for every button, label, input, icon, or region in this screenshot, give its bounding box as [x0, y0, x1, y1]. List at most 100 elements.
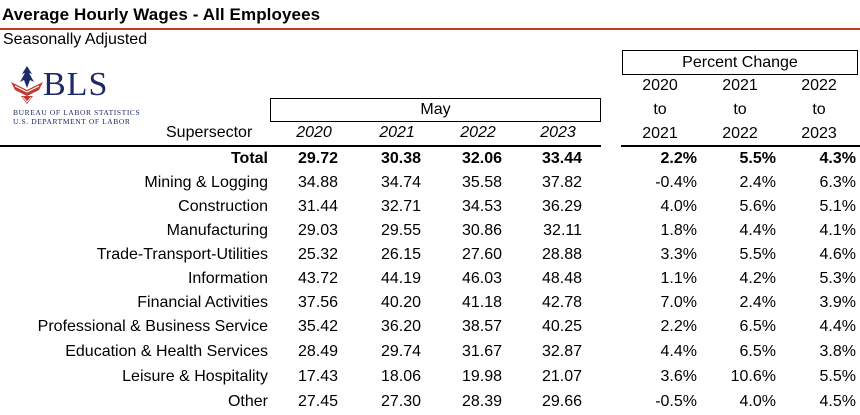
pct-2021-2022: 5.5% — [739, 150, 776, 167]
value-2022: 41.18 — [461, 294, 502, 311]
pct-col1-to: 2021 — [642, 125, 678, 142]
value-2020: 37.56 — [297, 294, 338, 311]
logo-wordmark: BLS — [43, 66, 109, 103]
value-2021: 30.38 — [380, 150, 421, 167]
pct-2020-2021: 1.1% — [660, 270, 697, 287]
pct-2021-2022: 10.6% — [730, 368, 776, 385]
row-label: Construction — [178, 198, 268, 215]
table-row-total: Total 29.72 30.38 32.06 33.44 2.2% 5.5% … — [0, 147, 860, 171]
value-2023: 37.82 — [541, 174, 582, 191]
value-2020: 29.03 — [297, 222, 338, 239]
row-label: Trade-Transport-Utilities — [96, 246, 268, 263]
table-row: Trade-Transport-Utilities 25.32 26.15 27… — [0, 243, 860, 267]
page-title: Average Hourly Wages - All Employees — [2, 5, 321, 24]
pct-2021-2022: 4.2% — [739, 270, 776, 287]
pct-2020-2021: 1.8% — [660, 222, 697, 239]
pct-2020-2021: -0.4% — [655, 174, 697, 191]
pct-2022-2023: 6.3% — [819, 174, 856, 191]
pct-2020-2021: 7.0% — [660, 294, 697, 311]
value-2020: 28.49 — [297, 343, 338, 360]
pct-2022-2023: 4.1% — [819, 222, 856, 239]
value-2023: 29.66 — [541, 393, 582, 410]
title-underline — [0, 28, 860, 30]
value-2021: 32.71 — [380, 198, 421, 215]
value-2023: 28.88 — [541, 246, 582, 263]
value-2020: 17.43 — [297, 368, 338, 385]
pct-2021-2022: 4.4% — [739, 222, 776, 239]
pct-2021-2022: 2.4% — [739, 294, 776, 311]
row-label: Professional & Business Service — [37, 318, 268, 335]
value-2022: 27.60 — [461, 246, 502, 263]
pct-2020-2021: 3.6% — [660, 368, 697, 385]
pct-2021-2022: 2.4% — [739, 174, 776, 191]
pct-col2-from: 2021 — [722, 77, 758, 94]
table-row: Other 27.45 27.30 28.39 29.66 -0.5% 4.0%… — [0, 390, 860, 414]
pct-col3-to: 2023 — [801, 125, 837, 142]
logo-subtitle-department: U.S. DEPARTMENT OF LABOR — [13, 117, 131, 126]
may-header: May — [270, 98, 601, 122]
value-2020: 34.88 — [297, 174, 338, 191]
table-row: Mining & Logging 34.88 34.74 35.58 37.82… — [0, 171, 860, 195]
value-2023: 42.78 — [541, 294, 582, 311]
row-label: Mining & Logging — [144, 174, 268, 191]
value-2020: 25.32 — [297, 246, 338, 263]
value-2021: 26.15 — [380, 246, 421, 263]
pct-2020-2021: 2.2% — [660, 318, 697, 335]
pct-col2-to: 2022 — [722, 125, 758, 142]
value-2022: 19.98 — [461, 368, 502, 385]
value-2020: 31.44 — [297, 198, 338, 215]
pct-2020-2021: -0.5% — [655, 393, 697, 410]
value-2023: 32.87 — [541, 343, 582, 360]
value-2023: 36.29 — [541, 198, 582, 215]
value-2021: 44.19 — [380, 270, 421, 287]
percent-change-header: Percent Change — [622, 50, 858, 75]
pct-2022-2023: 4.3% — [819, 150, 856, 167]
value-2020: 35.42 — [297, 318, 338, 335]
value-2021: 18.06 — [380, 368, 421, 385]
table-row: Education & Health Services 28.49 29.74 … — [0, 340, 860, 364]
pct-2021-2022: 6.5% — [739, 343, 776, 360]
row-label: Information — [187, 270, 268, 287]
value-2023: 40.25 — [541, 318, 582, 335]
bls-logo: BLS BUREAU OF LABOR STATISTICS U.S. DEPA… — [5, 64, 140, 126]
pct-2022-2023: 3.9% — [819, 294, 856, 311]
pct-2021-2022: 6.5% — [739, 318, 776, 335]
subtitle: Seasonally Adjusted — [3, 31, 148, 48]
row-label: Education & Health Services — [65, 343, 268, 360]
table-row: Professional & Business Service 35.42 36… — [0, 315, 860, 339]
value-2022: 28.39 — [461, 393, 502, 410]
pct-2022-2023: 4.5% — [819, 393, 856, 410]
value-2020: 27.45 — [297, 393, 338, 410]
table-row: Information 43.72 44.19 46.03 48.48 1.1%… — [0, 267, 860, 291]
pct-2022-2023: 4.6% — [819, 246, 856, 263]
year-header-2021: 2021 — [379, 124, 415, 141]
bls-eagle-icon — [11, 66, 43, 104]
pct-2020-2021: 3.3% — [660, 246, 697, 263]
pct-2021-2022: 4.0% — [739, 393, 776, 410]
value-2023: 48.48 — [541, 270, 582, 287]
supersector-header: Supersector — [166, 124, 253, 141]
value-2021: 29.74 — [380, 343, 421, 360]
value-2023: 33.44 — [541, 150, 582, 167]
table-row: Construction 31.44 32.71 34.53 36.29 4.0… — [0, 195, 860, 219]
year-header-2023: 2023 — [540, 124, 576, 141]
value-2021: 40.20 — [380, 294, 421, 311]
pct-col1-to-word: to — [653, 101, 667, 118]
pct-2022-2023: 5.3% — [819, 270, 856, 287]
row-label: Leisure & Hospitality — [122, 368, 268, 385]
pct-2022-2023: 5.1% — [819, 198, 856, 215]
value-2020: 29.72 — [297, 150, 338, 167]
table-row: Financial Activities 37.56 40.20 41.18 4… — [0, 291, 860, 315]
value-2021: 34.74 — [380, 174, 421, 191]
pct-2022-2023: 4.4% — [819, 318, 856, 335]
row-label: Other — [227, 393, 268, 410]
value-2022: 32.06 — [461, 150, 502, 167]
value-2021: 27.30 — [380, 393, 421, 410]
table-row: Manufacturing 29.03 29.55 30.86 32.11 1.… — [0, 219, 860, 243]
pct-2020-2021: 4.4% — [660, 343, 697, 360]
pct-2021-2022: 5.6% — [739, 198, 776, 215]
pct-col3-to-word: to — [812, 101, 826, 118]
pct-2021-2022: 5.5% — [739, 246, 776, 263]
pct-2022-2023: 5.5% — [819, 368, 856, 385]
logo-subtitle-bureau: BUREAU OF LABOR STATISTICS — [13, 108, 141, 117]
